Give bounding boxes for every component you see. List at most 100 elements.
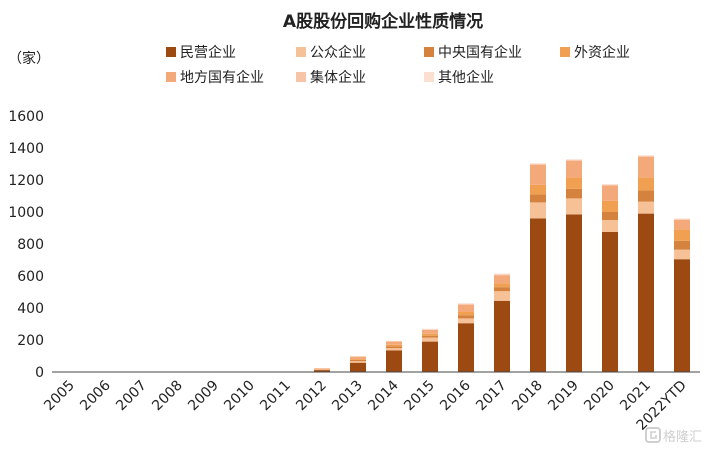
y-tick-label: 1200: [8, 173, 44, 189]
x-tick-label: 2015: [401, 378, 438, 415]
x-tick-label: 2017: [473, 378, 510, 415]
bar-segment: [674, 249, 690, 260]
legend-label: 公众企业: [310, 44, 366, 61]
bar-segment: [458, 304, 474, 312]
bar-segment: [530, 202, 546, 219]
bar-segment: [386, 341, 402, 345]
legend-label: 中央国有企业: [438, 44, 522, 61]
bar-segment: [350, 361, 366, 363]
bar-segment: [638, 201, 654, 214]
bar-segment: [602, 232, 618, 372]
x-tick-label: 2014: [365, 377, 402, 414]
bar-segment: [422, 335, 438, 338]
bar-segment: [674, 220, 690, 230]
bar-segment: [458, 315, 474, 319]
bar-segment: [458, 303, 474, 304]
legend-swatch: [424, 72, 434, 82]
x-tick-label: 2010: [221, 378, 258, 415]
bar-segment: [674, 219, 690, 220]
bar-segment: [494, 275, 510, 284]
x-tick-label: 2018: [509, 378, 546, 415]
bar-segment: [674, 240, 690, 250]
x-tick-label: 2019: [545, 378, 582, 415]
y-axis-unit-label: （家）: [8, 50, 50, 67]
bar-segment: [422, 329, 438, 334]
bar-segment: [638, 156, 654, 157]
bar-segment: [458, 318, 474, 324]
bar-segment: [314, 368, 330, 369]
bar-segment: [350, 356, 366, 360]
bar-segment: [566, 159, 582, 160]
bar-segment: [602, 185, 618, 201]
bar-segment: [566, 160, 582, 161]
x-tick-label: 2009: [185, 378, 222, 415]
legend-swatch: [166, 72, 176, 82]
bar-segment: [422, 341, 438, 372]
bar-segment: [638, 155, 654, 156]
legend-swatch: [560, 47, 570, 57]
x-tick-label: 2011: [257, 378, 294, 415]
bar-segment: [494, 291, 510, 301]
bar-segment: [602, 184, 618, 185]
legend-swatch: [296, 72, 306, 82]
y-axis: 0 200 400 600 800 1000 1200 1400 1600: [8, 109, 44, 381]
legend-swatch: [424, 47, 434, 57]
x-tick-label: 2008: [149, 378, 186, 415]
bar-segment: [494, 273, 510, 275]
x-tick-label: 2016: [437, 377, 474, 414]
gelonghui-logo-icon: [645, 427, 661, 443]
bar-segment: [530, 194, 546, 203]
bar-segment: [494, 274, 510, 276]
legend-swatch: [166, 47, 176, 57]
bar-segment: [350, 359, 366, 360]
bar-segment: [638, 213, 654, 372]
chart-title: A股股份回购企业性质情况: [283, 11, 483, 32]
bar-segment: [494, 287, 510, 292]
bar-segment: [638, 177, 654, 191]
bar-segment: [314, 370, 330, 372]
y-tick-label: 1000: [8, 205, 44, 221]
y-tick-label: 1600: [8, 109, 44, 125]
legend-swatch: [296, 47, 306, 57]
x-tick-label: 2012: [293, 378, 330, 415]
bar-segment: [674, 229, 690, 241]
bar-segment: [566, 160, 582, 178]
bar-segment: [602, 200, 618, 212]
bar-segment: [530, 218, 546, 372]
y-tick-label: 1400: [8, 141, 44, 157]
bar-segment: [458, 312, 474, 316]
legend-label: 地方国有企业: [180, 69, 264, 86]
bar-segment: [386, 348, 402, 351]
x-tick-label: 2020: [581, 378, 618, 415]
bar-segment: [530, 163, 546, 164]
bar-segment: [494, 283, 510, 288]
bar-segment: [566, 188, 582, 199]
bar-segment: [350, 359, 366, 362]
bar-segment: [386, 350, 402, 372]
legend-label: 集体企业: [310, 69, 366, 86]
x-axis: 2005 2006 2007 2008 2009 2010 2011 2012 2013 2014…: [41, 377, 690, 433]
bar-segment: [674, 259, 690, 372]
bar-segment: [566, 198, 582, 215]
y-tick-label: 800: [17, 237, 44, 253]
bar-segment: [422, 337, 438, 342]
bar-segment: [566, 214, 582, 372]
bar-segment: [602, 220, 618, 232]
bar-segment: [674, 218, 690, 220]
bar-segment: [458, 304, 474, 305]
bar-segment: [602, 184, 618, 186]
bar-segment: [458, 323, 474, 372]
x-tick-label: 2007: [113, 378, 150, 415]
bar-segment: [494, 300, 510, 372]
bar-segment: [350, 362, 366, 372]
bar-segment: [638, 190, 654, 202]
watermark: 格隆汇: [645, 427, 702, 445]
bar-segment: [638, 156, 654, 178]
legend-label: 外资企业: [574, 44, 630, 61]
legend-label: 其他企业: [438, 69, 494, 86]
bar-segment: [422, 333, 438, 336]
watermark-text: 格隆汇: [663, 429, 702, 445]
x-tick-label: 2013: [329, 378, 366, 415]
